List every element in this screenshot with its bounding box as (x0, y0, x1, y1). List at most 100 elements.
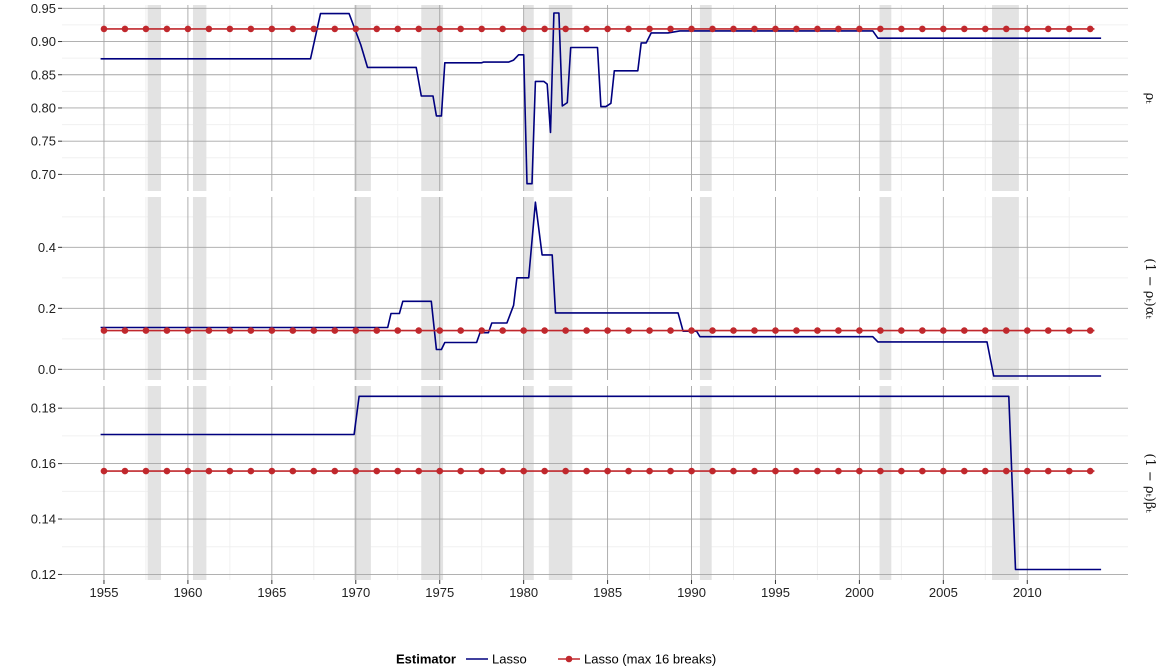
recession-band (548, 386, 573, 580)
series-point-lasso-max16 (688, 25, 695, 33)
series-point-lasso-max16 (100, 25, 108, 33)
series-point-lasso-max16 (331, 327, 339, 334)
series-point-lasso-max16 (961, 467, 968, 475)
series-point-lasso-max16 (1044, 327, 1052, 334)
series-point-lasso-max16 (121, 327, 129, 334)
facet-panel-1: 0.70 0.75 0.80 0.85 0.90 0.95 ρₜ (31, 1, 1157, 191)
series-point-lasso-max16 (499, 467, 506, 475)
series-point-lasso-max16 (982, 25, 989, 33)
facet-panel-3: 0.12 0.14 0.16 0.18 (1 − ρₜ)βₜ (31, 386, 1157, 582)
recession-band (992, 197, 1019, 380)
series-point-lasso-max16 (289, 327, 297, 334)
facet-strip-label: ρₜ (1142, 93, 1157, 105)
series-point-lasso-max16 (541, 467, 548, 475)
series-line-lasso (100, 12, 1102, 185)
recession-band (192, 5, 207, 191)
recession-band (354, 386, 371, 580)
y-tick-label: 0.0 (38, 362, 56, 377)
recession-band (192, 197, 207, 380)
series-point-lasso-max16 (562, 25, 569, 33)
y-tick-label: 0.16 (31, 456, 56, 471)
y-tick-label: 0.70 (31, 167, 56, 182)
series-point-lasso-max16 (940, 25, 947, 33)
recession-band (548, 5, 573, 191)
series-point-lasso-max16 (100, 327, 108, 334)
recession-band (147, 386, 162, 580)
series-point-lasso-max16 (625, 467, 632, 475)
series-point-lasso-max16 (1023, 327, 1031, 334)
series-point-lasso-max16 (142, 467, 150, 475)
series-point-lasso-max16 (751, 467, 758, 475)
legend: Estimator Lasso Lasso (max 16 breaks) (396, 652, 716, 667)
series-point-lasso-max16 (667, 327, 674, 334)
series-point-lasso-max16 (373, 467, 381, 475)
series-point-lasso-max16 (247, 327, 255, 334)
recession-band (523, 386, 534, 580)
series-point-lasso-max16 (625, 25, 632, 33)
series-point-lasso-max16 (310, 25, 318, 33)
series-point-lasso-max16 (814, 467, 821, 475)
series-point-lasso-max16 (163, 25, 171, 33)
series-point-lasso-max16 (205, 25, 213, 33)
series-point-lasso-max16 (226, 327, 234, 334)
recession-band (354, 197, 371, 380)
series-point-lasso-max16 (730, 467, 737, 475)
series-point-lasso-max16 (772, 467, 779, 475)
series-point-lasso-max16 (100, 467, 108, 475)
series-point-lasso-max16 (688, 467, 695, 475)
series-point-lasso-max16 (121, 25, 129, 33)
series-point-lasso-max16 (289, 467, 297, 475)
x-tick-label: 1960 (173, 585, 202, 600)
series-point-lasso-max16 (289, 25, 297, 33)
series-point-lasso-max16 (856, 467, 863, 475)
recession-band (523, 5, 534, 191)
series-point-lasso-max16 (814, 327, 821, 334)
series-point-lasso-max16 (142, 327, 150, 334)
series-point-lasso-max16 (835, 467, 842, 475)
series-point-lasso-max16 (226, 467, 234, 475)
recession-band (421, 5, 444, 191)
series-point-lasso-max16 (709, 467, 716, 475)
series-point-lasso-max16 (121, 467, 129, 475)
recession-band (879, 5, 892, 191)
recession-band (879, 386, 892, 580)
facet-strip-label: (1 − ρₜ)βₜ (1142, 453, 1157, 513)
series-point-lasso-max16 (478, 327, 485, 334)
recession-band (523, 197, 534, 380)
series-point-lasso-max16 (1065, 327, 1073, 334)
series-point-lasso-max16 (163, 327, 171, 334)
y-tick-label: 0.4 (38, 240, 56, 255)
series-point-lasso-max16 (919, 327, 926, 334)
series-point-lasso-max16 (1002, 327, 1010, 334)
series-point-lasso-max16 (1086, 327, 1094, 334)
y-tick-label: 0.75 (31, 134, 56, 149)
facet-panel-2: 0.0 0.2 0.4 (1 − ρₜ)αₜ (38, 197, 1157, 380)
series-point-lasso-max16 (184, 467, 192, 475)
series-point-lasso-max16 (541, 25, 548, 33)
series-point-lasso-max16 (1044, 467, 1052, 475)
x-tick-label: 1965 (257, 585, 286, 600)
series-point-lasso-max16 (457, 327, 465, 334)
series-point-lasso-max16 (268, 327, 276, 334)
x-tick-label: 1990 (677, 585, 706, 600)
series-point-lasso-max16 (604, 25, 611, 33)
recession-band (879, 197, 892, 380)
y-tick-label: 0.90 (31, 34, 56, 49)
series-point-lasso-max16 (331, 467, 339, 475)
series-point-lasso-max16 (940, 327, 947, 334)
x-tick-label: 2005 (929, 585, 958, 600)
series-point-lasso-max16 (457, 25, 465, 33)
series-point-lasso-max16 (604, 327, 611, 334)
y-tick-label: 0.12 (31, 567, 56, 582)
series-point-lasso-max16 (814, 25, 821, 33)
series-point-lasso-max16 (793, 467, 800, 475)
recession-band (421, 386, 444, 580)
recession-band (147, 197, 162, 380)
series-point-lasso-max16 (373, 25, 381, 33)
series-line-lasso (100, 201, 1102, 377)
series-line-lasso (100, 395, 1102, 571)
y-tick-label: 0.85 (31, 67, 56, 82)
series-point-lasso-max16 (436, 467, 444, 475)
series-point-lasso-max16 (436, 25, 444, 33)
